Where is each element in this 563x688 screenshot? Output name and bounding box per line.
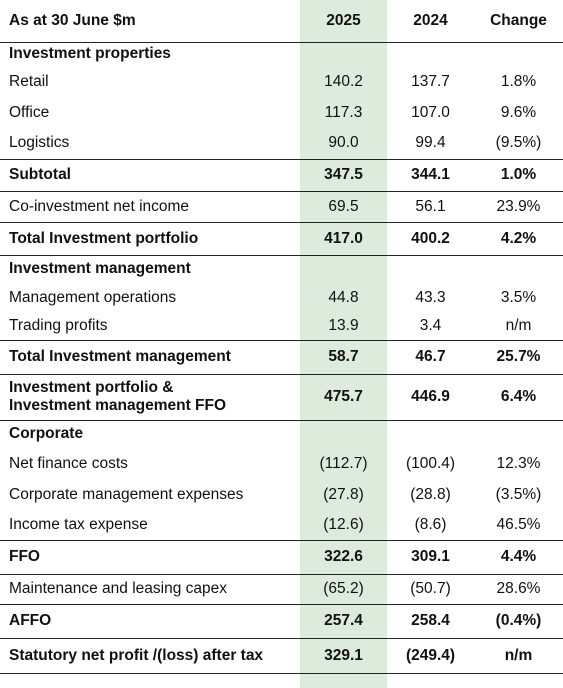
value-2025: 117.3	[324, 103, 363, 121]
table-row: Income tax expense (12.6) (8.6) 46.5%	[0, 510, 563, 540]
total-row: Statutory net profit /(loss) after tax 3…	[0, 637, 563, 674]
total-row: Total Investment management 58.7 46.7 25…	[0, 339, 563, 374]
value-2025: 475.7	[300, 373, 387, 420]
value-2025: 347.5	[300, 158, 387, 191]
value-change: 1.8%	[500, 72, 537, 90]
value-change: n/m	[505, 316, 532, 334]
total-row: Investment portfolio & Investment manage…	[0, 373, 563, 420]
value-2024: 446.9	[387, 373, 474, 420]
value-change: 28.6%	[474, 573, 563, 604]
row-label: Office	[9, 103, 50, 121]
row-label-line-2: Investment management FFO	[9, 397, 227, 414]
section-row: Investment properties	[0, 41, 563, 66]
table-row: Management operations 44.8 43.3 3.5%	[0, 283, 563, 312]
value-2025: (65.2)	[300, 573, 387, 604]
row-label: Total Investment management	[0, 339, 300, 374]
total-row: Total Investment portfolio 417.0 400.2 4…	[0, 221, 563, 255]
value-2025: 322.6	[300, 539, 387, 574]
value-change: 4.2%	[474, 221, 563, 255]
value-change: 1.0%	[474, 158, 563, 191]
value-2024: 3.4	[419, 316, 442, 334]
total-row: FFO 322.6 309.1 4.4%	[0, 539, 563, 574]
value-2024: (50.7)	[387, 573, 474, 604]
section-row: Investment management	[0, 254, 563, 283]
row-label: AFFO	[0, 603, 300, 638]
value-change: 3.5%	[500, 288, 537, 306]
value-2024: 43.3	[415, 288, 446, 306]
header-change: Change	[490, 11, 547, 29]
row-label: Co-investment net income	[0, 190, 300, 222]
value-2024: 258.4	[387, 603, 474, 638]
value-2025: 90.0	[328, 134, 359, 152]
value-2024: 99.4	[415, 134, 446, 152]
value-2024: 400.2	[387, 221, 474, 255]
table-row: Office 117.3 107.0 9.6%	[0, 97, 563, 128]
value-2024: (100.4)	[405, 454, 456, 472]
value-change: 12.3%	[496, 454, 541, 472]
table-row: Net finance costs (112.7) (100.4) 12.3%	[0, 448, 563, 479]
row-label: Retail	[9, 72, 49, 90]
section-label: Corporate	[0, 419, 300, 448]
table-row: Maintenance and leasing capex (65.2) (50…	[0, 573, 563, 604]
row-label: Corporate management expenses	[9, 485, 244, 503]
row-label: Total Investment portfolio	[0, 221, 300, 255]
row-label: Subtotal	[0, 158, 300, 191]
row-label-line-1: Investment portfolio &	[9, 379, 174, 396]
value-change: 23.9%	[474, 190, 563, 222]
table-row: Logistics 90.0 99.4 (9.5%)	[0, 128, 563, 159]
header-2025: 2025	[326, 11, 361, 29]
row-label: Net finance costs	[9, 454, 128, 472]
section-row: Corporate	[0, 419, 563, 448]
value-change: (0.4%)	[474, 603, 563, 638]
row-label: Maintenance and leasing capex	[0, 573, 300, 604]
value-2024: (249.4)	[387, 637, 474, 674]
value-2024: 107.0	[411, 103, 450, 121]
value-2025: (112.7)	[319, 454, 368, 472]
section-label: Investment management	[0, 254, 300, 283]
value-2025: 44.8	[328, 288, 359, 306]
ffo-table: As at 30 June $m 2025 2024 Change Invest…	[0, 0, 563, 674]
row-label: FFO	[0, 539, 300, 574]
row-label: Statutory net profit /(loss) after tax	[0, 637, 300, 674]
value-change: 6.4%	[474, 373, 563, 420]
value-2025: (12.6)	[323, 515, 364, 533]
value-2024: 46.7	[387, 339, 474, 374]
table-row: Retail 140.2 137.7 1.8%	[0, 66, 563, 97]
value-2025: 69.5	[300, 190, 387, 222]
value-2025: 58.7	[300, 339, 387, 374]
header-label: As at 30 June $m	[9, 11, 136, 29]
value-change: 9.6%	[500, 103, 537, 121]
header-2024: 2024	[413, 11, 448, 29]
value-change: n/m	[474, 637, 563, 674]
row-label: Income tax expense	[9, 515, 148, 533]
value-2025: (27.8)	[323, 485, 364, 503]
row-label: Investment portfolio & Investment manage…	[0, 373, 300, 420]
total-row: AFFO 257.4 258.4 (0.4%)	[0, 603, 563, 638]
value-2025: 257.4	[300, 603, 387, 638]
table-row: Co-investment net income 69.5 56.1 23.9%	[0, 190, 563, 222]
value-2025: 140.2	[324, 72, 363, 90]
subtotal-row: Subtotal 347.5 344.1 1.0%	[0, 158, 563, 191]
value-2024: (8.6)	[414, 515, 447, 533]
table-row: Corporate management expenses (27.8) (28…	[0, 479, 563, 510]
value-change: 4.4%	[474, 539, 563, 574]
value-2025: 417.0	[300, 221, 387, 255]
value-2024: 309.1	[387, 539, 474, 574]
value-change: (9.5%)	[495, 134, 542, 152]
value-2024: 344.1	[387, 158, 474, 191]
value-2024: 137.7	[411, 72, 450, 90]
section-label: Investment properties	[0, 41, 300, 66]
value-2025: 13.9	[328, 316, 359, 334]
value-change: 25.7%	[474, 339, 563, 374]
table-row: Trading profits 13.9 3.4 n/m	[0, 312, 563, 340]
row-label: Logistics	[9, 134, 70, 152]
value-2024: (28.8)	[410, 485, 451, 503]
value-2025: 329.1	[300, 637, 387, 674]
table-header-row: As at 30 June $m 2025 2024 Change	[0, 0, 563, 42]
row-label: Trading profits	[9, 316, 108, 334]
row-label: Management operations	[9, 288, 177, 306]
value-change: (3.5%)	[495, 485, 542, 503]
value-2024: 56.1	[387, 190, 474, 222]
value-change: 46.5%	[496, 515, 541, 533]
